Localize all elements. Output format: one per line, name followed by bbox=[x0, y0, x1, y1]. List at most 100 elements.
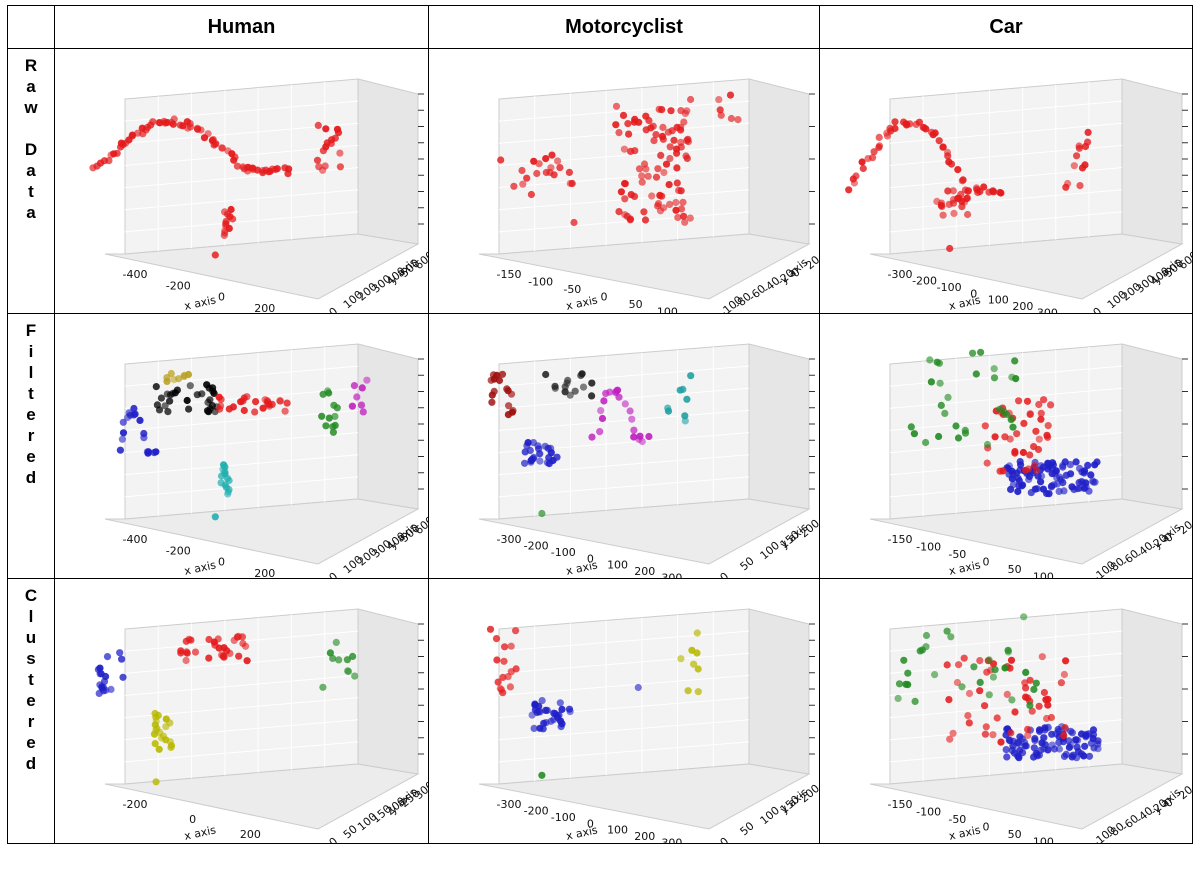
side-panel bbox=[748, 78, 810, 245]
data-point bbox=[530, 157, 538, 165]
data-point bbox=[268, 400, 276, 408]
data-point bbox=[859, 164, 867, 173]
floor-panel bbox=[478, 763, 811, 830]
data-point bbox=[1060, 732, 1068, 740]
data-point bbox=[1084, 138, 1092, 146]
data-point bbox=[1037, 409, 1045, 417]
x-tick-label: 0 bbox=[218, 556, 225, 569]
data-point bbox=[220, 461, 228, 469]
y-tick-label: 250 bbox=[818, 506, 819, 529]
y-tick-label: 50 bbox=[738, 554, 757, 573]
data-point bbox=[1049, 461, 1057, 469]
plot-filtered-car: 100200300400500z axis-150-100-5005010015… bbox=[819, 313, 1193, 579]
data-point bbox=[500, 657, 508, 665]
data-point bbox=[102, 686, 110, 694]
y-tick-label: 40 bbox=[1191, 510, 1192, 529]
data-point bbox=[623, 212, 631, 220]
scatter-points bbox=[894, 613, 1102, 762]
data-point bbox=[965, 719, 973, 727]
data-point bbox=[211, 251, 219, 259]
data-point bbox=[641, 216, 650, 224]
data-point bbox=[259, 404, 267, 412]
data-point bbox=[1007, 656, 1016, 664]
data-point bbox=[943, 661, 951, 669]
data-point bbox=[343, 656, 351, 664]
data-point bbox=[238, 633, 246, 641]
y-axis-label: y axis bbox=[778, 256, 811, 287]
data-point bbox=[673, 164, 681, 172]
grid-line bbox=[124, 100, 359, 122]
data-point bbox=[527, 190, 535, 199]
data-point bbox=[351, 672, 359, 680]
side-panel bbox=[357, 608, 419, 775]
row-label-letter: i bbox=[28, 342, 34, 361]
x-tick-label: -200 bbox=[524, 804, 549, 817]
data-point bbox=[251, 408, 259, 416]
data-point bbox=[155, 406, 164, 414]
x-axis-label: x axis bbox=[565, 823, 599, 842]
data-point bbox=[615, 129, 623, 137]
x-tick-label: -200 bbox=[524, 539, 549, 552]
data-point bbox=[182, 656, 190, 665]
grid-line bbox=[498, 100, 750, 122]
data-point bbox=[606, 388, 614, 396]
data-point bbox=[1059, 479, 1067, 487]
side-panel bbox=[1121, 608, 1183, 775]
data-point bbox=[519, 180, 527, 188]
data-point bbox=[1068, 753, 1076, 761]
data-point bbox=[555, 711, 563, 719]
data-point bbox=[547, 444, 555, 452]
data-point bbox=[990, 188, 998, 196]
data-point bbox=[613, 386, 622, 394]
floor-panel bbox=[869, 763, 1184, 830]
data-point bbox=[727, 114, 735, 123]
data-point bbox=[1016, 458, 1024, 466]
data-point bbox=[694, 688, 702, 696]
x-tick-label: -100 bbox=[937, 281, 962, 294]
data-point bbox=[955, 661, 963, 669]
data-point bbox=[929, 131, 937, 139]
row-label-letter: t bbox=[28, 182, 34, 201]
data-point bbox=[1023, 397, 1032, 405]
data-point bbox=[119, 429, 128, 437]
data-point bbox=[497, 686, 505, 694]
data-point bbox=[617, 188, 625, 196]
data-point bbox=[333, 125, 342, 133]
data-point bbox=[588, 392, 596, 400]
x-tick-label: 0 bbox=[983, 821, 990, 834]
data-point bbox=[118, 655, 126, 663]
data-point bbox=[119, 418, 127, 426]
x-axis-label: x axis bbox=[948, 293, 982, 312]
data-point bbox=[875, 142, 884, 150]
data-point bbox=[1071, 736, 1079, 744]
data-point bbox=[331, 412, 339, 420]
x-tick-label: -200 bbox=[912, 274, 937, 287]
grid-line bbox=[498, 652, 750, 674]
data-point bbox=[363, 376, 371, 384]
data-point bbox=[1014, 487, 1022, 496]
axes-box: 050100150200250300350400z axis-200020040… bbox=[104, 608, 428, 843]
data-point bbox=[1019, 448, 1027, 457]
data-point bbox=[681, 412, 689, 420]
data-point bbox=[981, 702, 989, 710]
grid-line bbox=[498, 409, 750, 431]
data-point bbox=[336, 163, 344, 171]
plot-filtered-human: 050100150200250300350400z axis-400-20002… bbox=[54, 313, 429, 579]
data-point bbox=[1015, 397, 1023, 405]
data-point bbox=[113, 149, 121, 157]
data-point bbox=[958, 203, 966, 211]
data-point bbox=[666, 143, 674, 151]
data-point bbox=[1044, 465, 1052, 473]
data-point bbox=[1057, 679, 1065, 687]
data-point bbox=[626, 407, 634, 415]
axes-box: 050100150200250300350400z axis-300-200-1… bbox=[478, 608, 819, 843]
data-point bbox=[945, 696, 953, 704]
data-point bbox=[1011, 448, 1019, 456]
data-point bbox=[1002, 746, 1010, 754]
data-point bbox=[717, 111, 725, 119]
data-point bbox=[964, 187, 972, 195]
x-tick-label: -50 bbox=[563, 283, 581, 296]
data-point bbox=[523, 174, 531, 182]
data-point bbox=[157, 394, 165, 402]
x-tick-label: 100 bbox=[657, 306, 678, 314]
